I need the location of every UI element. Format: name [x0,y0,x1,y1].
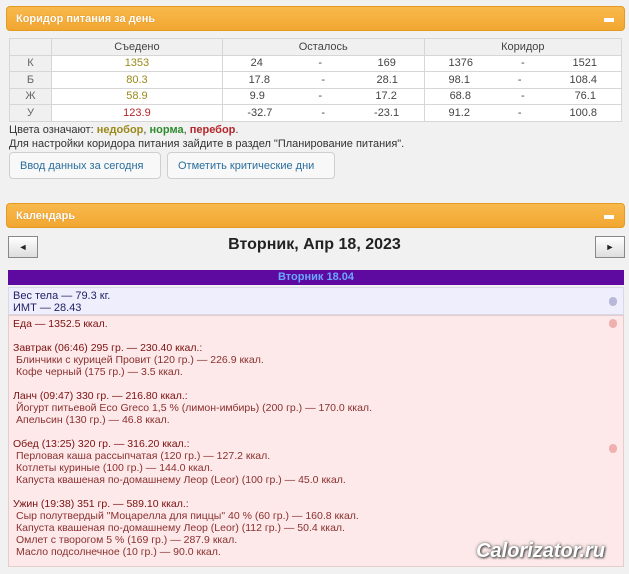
nutrient-label: У [9,104,52,122]
corridor-range: 68.8 - 76.1 [423,87,623,105]
panel-title: Коридор питания за день [16,13,156,25]
left-range: -32.7 - -23.1 [221,104,425,122]
corridor-table: Съедено Осталось Коридор К 1353 24 - 169 137… [9,38,623,122]
col-header-eaten: Съедено [51,38,223,56]
meal: Ланч (09:47) 330 гр. — 216.80 ккал.: Йогу… [13,390,619,426]
corridor-range: 98.1 - 108.4 [423,71,623,89]
left-min: 24 [250,57,263,70]
left-range: 9.9 - 17.2 [221,87,425,105]
weight-section: Вес тела — 79.3 кг. ИМТ — 28.43 [8,287,624,315]
col-header [9,38,52,56]
nutrient-label: К [9,54,52,72]
left-range: 17.8 - 28.1 [221,71,425,89]
color-legend: Цвета означают: недобор, норма, перебор. [9,124,239,136]
corridor-row: К 1353 24 - 169 1376 - 1521 [9,54,623,72]
corridor-min: 91.2 [448,106,470,119]
col-header-left: Осталось [221,38,425,56]
left-max: 169 [377,57,396,70]
food-total: Еда — 1352.5 ккал. [13,318,108,330]
calendar-panel-header[interactable]: Календарь [6,203,625,228]
legend-prefix: Цвета означают: [9,124,97,136]
dash: - [517,106,522,119]
corridor-max: 76.1 [574,90,596,103]
left-range: 24 - 169 [221,54,425,72]
corridor-note: Для настройки коридора питания зайдите в… [9,138,405,150]
panel-title: Календарь [16,210,76,222]
nutrient-label: Б [9,71,52,89]
mark-critical-days-button[interactable]: Отметить критические дни [167,152,335,179]
food-section: Еда — 1352.5 ккал. Завтрак (06:46) 295 г… [8,315,624,567]
dash: - [321,106,326,119]
meal-title: Обед (13:25) 320 гр. — 316.20 ккал.: [13,438,190,450]
left-min: -32.7 [247,106,273,119]
meal-item: Капуста квашеная по-домашнему Леор (Leor… [16,522,345,534]
meal-title: Ланч (09:47) 330 гр. — 216.80 ккал.: [13,390,188,402]
collapse-icon[interactable] [604,18,614,22]
corridor-row: У 123.9 -32.7 - -23.1 91.2 - 100.8 [9,104,623,122]
corridor-panel-header[interactable]: Коридор питания за день [6,6,625,31]
calendar-date: Вторник, Апр 18, 2023 [228,236,401,253]
bmi: ИМТ — 28.43 [13,302,82,314]
meal-item: Блинчики с курицей Провит (120 гр.) — 22… [16,354,264,366]
eaten-value: 80.3 [51,71,223,89]
meal: Завтрак (06:46) 295 гр. — 230.40 ккал.: Б… [13,342,619,378]
eaten-value: 58.9 [51,87,223,105]
corridor-max: 1521 [572,57,598,70]
meal-item: Капуста квашеная по-домашнему Леор (Leor… [16,474,346,486]
dash: - [321,73,326,86]
left-min: 17.8 [248,73,270,86]
corridor-row: Б 80.3 17.8 - 28.1 98.1 - 108.4 [9,71,623,89]
food-icon[interactable] [609,319,617,328]
left-min: 9.9 [249,90,265,103]
corridor-max: 100.8 [569,106,598,119]
prev-day-button[interactable]: ◄ [8,236,38,258]
dash: - [517,73,522,86]
eaten-value: 1353 [51,54,223,72]
dash: - [318,57,322,70]
meal-item: Кофе черный (175 гр.) — 3.5 ккал. [16,366,183,378]
left-max: 17.2 [375,90,397,103]
enter-data-button[interactable]: Ввод данных за сегодня [9,152,161,179]
meal: Ужин (19:38) 351 гр. — 589.10 ккал.: Сыр … [13,498,619,558]
weight-icon[interactable] [609,297,617,306]
dash: - [520,90,525,103]
corridor-min: 68.8 [449,90,471,103]
body-weight: Вес тела — 79.3 кг. [13,290,111,302]
meal-title: Ужин (19:38) 351 гр. — 589.10 ккал.: [13,498,189,510]
legend-under: недобор [96,124,144,136]
legend-over: перебор [189,124,236,136]
left-max: 28.1 [376,73,398,86]
corridor-row: Ж 58.9 9.9 - 17.2 68.8 - 76.1 [9,87,623,105]
corridor-min: 1376 [448,57,474,70]
watermark-logo: Calorizator.ru [476,540,605,562]
corridor-range: 91.2 - 100.8 [423,104,623,122]
meal-item: Апельсин (130 гр.) — 46.8 ккал. [16,414,170,426]
meal-item: Омлет с творогом 5 % (169 гр.) — 287.9 к… [16,534,238,546]
meal-title: Завтрак (06:46) 295 гр. — 230.40 ккал.: [13,342,203,354]
col-header-corridor: Коридор [423,38,623,56]
dash: - [520,57,525,70]
food-icon[interactable] [609,444,617,453]
meal-item: Котлеты куриные (100 гр.) — 144.0 ккал. [16,462,213,474]
day-header: Вторник 18.04 [8,270,624,285]
eaten-value: 123.9 [51,104,223,122]
dash: - [318,90,322,103]
nutrient-label: Ж [9,87,52,105]
corridor-max: 108.4 [569,73,598,86]
meal-item: Масло подсолнечное (10 гр.) — 90.0 ккал. [16,546,221,558]
meal: Обед (13:25) 320 гр. — 316.20 ккал.: Перл… [13,438,619,486]
meal-item: Перловая каша рассыпчатая (120 гр.) — 12… [16,450,271,462]
collapse-icon[interactable] [604,215,614,219]
left-max: -23.1 [374,106,400,119]
meal-item: Йогурт питьевой Eco Greco 1,5 % (лимон-и… [16,402,372,414]
legend-norm: норма [149,124,184,136]
corridor-min: 98.1 [448,73,470,86]
corridor-range: 1376 - 1521 [423,54,623,72]
next-day-button[interactable]: ► [595,236,625,258]
meal-item: Сыр полутвердый "Моцарелла для пиццы" 40… [16,510,359,522]
